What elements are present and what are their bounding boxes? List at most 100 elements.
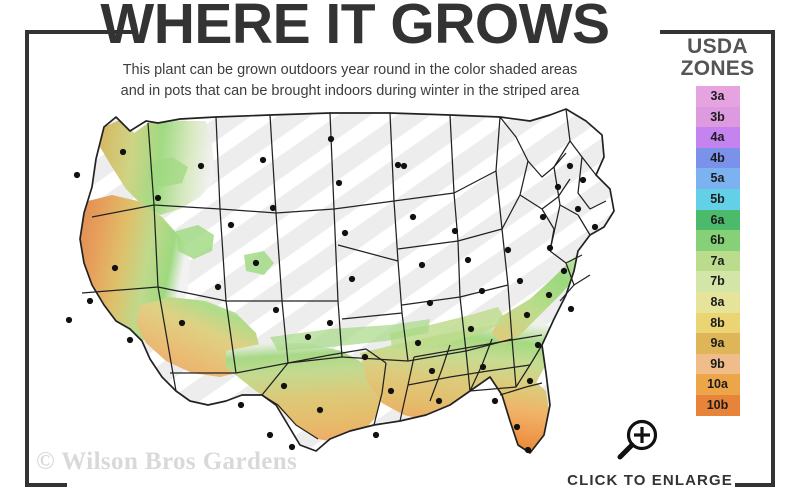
legend-zone-8b: 8b (695, 312, 740, 334)
city-dot (372, 431, 380, 439)
frame-border-bottom-left (25, 483, 67, 487)
city-dot (491, 397, 499, 405)
legend-zone-10a: 10a (695, 374, 740, 395)
city-dot (237, 401, 245, 409)
zone-fill-florida (500, 377, 550, 453)
city-dot (467, 325, 475, 333)
city-dot (426, 299, 434, 307)
legend-zone-7a: 7a (695, 250, 740, 272)
city-dot (304, 333, 312, 341)
city-dot (400, 162, 408, 170)
city-dot (361, 353, 369, 361)
zone-fill-great-basin-patch (176, 225, 214, 259)
city-dot (126, 336, 134, 344)
legend-zone-5a: 5a (695, 168, 740, 190)
city-dot (516, 277, 524, 285)
zone-fill-mid-south (270, 319, 430, 351)
city-dot (327, 135, 335, 143)
city-dot (348, 275, 356, 283)
legend-zone-6a: 6a (695, 209, 740, 231)
zone-fill-texas-gulf (226, 343, 384, 443)
click-to-enlarge-label[interactable]: CLICK TO ENLARGE (567, 472, 733, 489)
city-dot (341, 229, 349, 237)
city-dot (409, 213, 417, 221)
city-dot (394, 161, 402, 169)
city-dot (567, 305, 575, 313)
city-dot (545, 291, 553, 299)
subtitle-line-1: This plant can be grown outdoors year ro… (122, 62, 578, 78)
city-dot (259, 156, 267, 164)
city-dot (269, 204, 277, 212)
city-dot (86, 297, 94, 305)
city-dot (154, 194, 162, 202)
legend-zone-4a: 4a (695, 127, 740, 148)
zone-fill-columbia-patch (148, 157, 188, 187)
frame-border-bottom-right (735, 483, 775, 487)
usda-zones-legend: USDA ZONES 3a 3b 4a 4b 5a 5b 6a 6b 7a 7b 8a 8b 9a 9b 1… (665, 35, 770, 416)
city-dot (560, 267, 568, 275)
city-dot (554, 183, 562, 191)
city-dot (504, 246, 512, 254)
city-dot (272, 306, 280, 314)
city-dot (574, 205, 582, 213)
city-dot (266, 431, 274, 439)
city-dot (435, 397, 443, 405)
city-dot (316, 406, 324, 414)
frame-border-left (25, 30, 29, 487)
subtitle-line-2: and in pots that can be brought indoors … (120, 82, 580, 99)
legend-zone-10b: 10b (695, 395, 740, 416)
legend-zone-6b: 6b (695, 230, 740, 251)
legend-title: USDA ZONES (665, 35, 770, 81)
city-dot (591, 223, 599, 231)
map-zone-fills (80, 109, 614, 453)
city-dot (451, 227, 459, 235)
page-title: WHERE IT GROWS (100, 0, 610, 56)
legend-title-line-1: USDA (687, 35, 748, 58)
city-dot (534, 341, 542, 349)
city-dot (464, 256, 472, 264)
city-dot (546, 244, 554, 252)
city-dot (479, 363, 487, 371)
frame-border-right (771, 30, 775, 487)
city-dot (478, 287, 486, 295)
city-dot (418, 261, 426, 269)
city-dot (197, 162, 205, 170)
legend-zone-7b: 7b (695, 271, 740, 293)
city-dot (566, 162, 574, 170)
legend-zone-3b: 3b (695, 106, 740, 128)
legend-zone-9b: 9b (695, 353, 740, 375)
city-dot (178, 319, 186, 327)
usda-hardiness-map[interactable] (30, 105, 660, 455)
watermark-credit: © Wilson Bros Gardens (36, 448, 298, 475)
city-dot (288, 443, 296, 451)
page-subtitle: This plant can be grown outdoors year ro… (40, 60, 660, 101)
city-dot (335, 179, 343, 187)
city-dot (65, 316, 73, 324)
city-dot (227, 221, 235, 229)
zone-fill-ohio-valley (390, 307, 506, 351)
city-dot (539, 213, 547, 221)
legend-zone-3a: 3a (695, 86, 740, 107)
magnifier-plus-icon[interactable] (614, 418, 662, 462)
city-dots (65, 135, 599, 454)
city-dot (73, 171, 81, 179)
legend-zone-8a: 8a (695, 292, 740, 313)
city-dot (111, 264, 119, 272)
city-dot (513, 423, 521, 431)
legend-title-line-2: ZONES (680, 57, 755, 81)
state-boundaries (79, 108, 615, 454)
city-dot (579, 176, 587, 184)
frame-border-top-left (25, 30, 135, 34)
legend-zone-4b: 4b (695, 147, 740, 169)
city-dot (252, 259, 260, 267)
frame-border-top-right (660, 30, 775, 34)
city-dot (523, 311, 531, 319)
city-dot (387, 387, 395, 395)
legend-swatch-list: 3a 3b 4a 4b 5a 5b 6a 6b 7a 7b 8a 8b 9a 9b 10a 10b (695, 86, 740, 416)
city-dot (524, 446, 532, 454)
legend-zone-9a: 9a (695, 333, 740, 354)
city-dot (326, 319, 334, 327)
city-dot (526, 377, 534, 385)
city-dot (414, 339, 422, 347)
